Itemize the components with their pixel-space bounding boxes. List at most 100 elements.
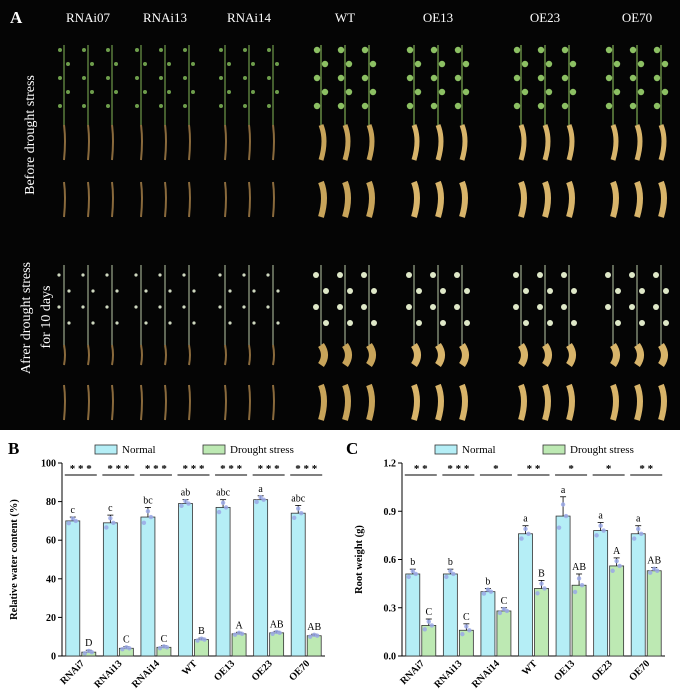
plant-leaf bbox=[414, 88, 422, 96]
plant-root-drought-closeup bbox=[658, 383, 667, 421]
data-point bbox=[601, 528, 606, 533]
plant-root-drought-closeup bbox=[518, 383, 527, 421]
genotype-label: RNAi14 bbox=[226, 10, 272, 25]
plant-root-closeup bbox=[566, 180, 575, 218]
plant-leaf-drought bbox=[537, 272, 543, 278]
plant-leaf-drought bbox=[337, 272, 343, 278]
plant-leaf bbox=[345, 60, 353, 68]
data-point bbox=[148, 514, 154, 520]
plant-leaf bbox=[430, 74, 438, 82]
data-point bbox=[299, 510, 304, 516]
data-point bbox=[82, 651, 87, 656]
plant-root-closeup bbox=[140, 181, 143, 218]
plant-root-drought bbox=[63, 344, 66, 366]
legend-swatch bbox=[94, 444, 118, 455]
plant-leaf bbox=[159, 76, 163, 80]
bar bbox=[496, 610, 512, 657]
plant-leaf-drought bbox=[615, 320, 621, 326]
plant-leaf-drought bbox=[323, 288, 329, 294]
plant-leaf bbox=[361, 46, 369, 54]
plant-leaf bbox=[82, 48, 86, 52]
plant-leaf bbox=[275, 62, 279, 66]
plant-root-drought bbox=[111, 344, 114, 366]
data-point bbox=[261, 497, 266, 502]
plant-root-drought-closeup bbox=[318, 383, 327, 421]
significance-stars: * * * bbox=[447, 463, 470, 475]
plant-leaf bbox=[430, 46, 438, 54]
plant-root-drought-closeup bbox=[164, 384, 167, 421]
plant-leaf bbox=[605, 46, 613, 54]
plant-leaf-drought bbox=[228, 321, 232, 325]
plant-leaf bbox=[345, 88, 353, 96]
plant-leaf bbox=[438, 88, 446, 96]
plant-leaf bbox=[406, 74, 414, 82]
plant-leaf-drought bbox=[57, 305, 61, 309]
plant-leaf-drought bbox=[464, 320, 470, 326]
plant-leaf bbox=[167, 90, 171, 94]
plant-root-drought bbox=[224, 344, 227, 366]
data-point bbox=[523, 526, 528, 532]
plant-leaf-drought bbox=[276, 289, 280, 293]
plant-root-closeup bbox=[272, 181, 275, 218]
plant-leaf bbox=[267, 76, 271, 80]
plant-root-drought bbox=[411, 342, 421, 368]
plant-leaf-drought bbox=[547, 288, 553, 294]
plant-root-drought bbox=[435, 342, 445, 368]
plant-leaf bbox=[227, 90, 231, 94]
plant-leaf bbox=[629, 46, 637, 54]
genotype-label: WT bbox=[334, 10, 356, 25]
plant-leaf-drought bbox=[313, 304, 319, 310]
significance-stars: * bbox=[568, 463, 574, 475]
group-letter: b bbox=[485, 576, 490, 587]
plant-leaf-drought bbox=[182, 305, 186, 309]
data-point bbox=[413, 571, 418, 577]
plant-leaf bbox=[454, 46, 462, 54]
bar bbox=[269, 632, 285, 657]
plant-leaf-drought bbox=[192, 321, 196, 325]
plant-root-closeup bbox=[248, 181, 251, 218]
data-point bbox=[145, 509, 151, 514]
plant-root bbox=[248, 124, 251, 161]
data-point bbox=[274, 629, 279, 635]
bar bbox=[405, 573, 421, 657]
x-tick-label: OE13 bbox=[552, 658, 577, 683]
plant-leaf-drought bbox=[323, 320, 329, 326]
plant-leaf-drought bbox=[371, 320, 377, 326]
plant-leaf bbox=[521, 60, 529, 68]
plant-leaf-drought bbox=[547, 320, 553, 326]
plant-leaf bbox=[58, 48, 62, 52]
plant-leaf bbox=[438, 60, 446, 68]
data-point bbox=[223, 505, 229, 510]
data-point bbox=[535, 591, 540, 596]
data-point bbox=[199, 636, 204, 641]
panel-letter: B bbox=[8, 439, 19, 458]
plant-leaf bbox=[462, 60, 470, 68]
plant-root bbox=[342, 124, 351, 161]
plant-leaf bbox=[114, 90, 118, 94]
x-tick-label: OE70 bbox=[627, 658, 652, 683]
data-point bbox=[183, 499, 188, 504]
plant-root-drought-closeup bbox=[63, 384, 66, 421]
x-tick-label: RNAi14 bbox=[130, 658, 162, 690]
plant-leaf bbox=[313, 102, 321, 110]
plant-root-drought-closeup bbox=[411, 383, 420, 421]
plant-leaf-drought bbox=[242, 273, 246, 277]
y-tick-label: 0.0 bbox=[384, 652, 397, 663]
bar bbox=[102, 522, 118, 657]
plant-root-drought bbox=[342, 342, 352, 368]
plant-root bbox=[366, 124, 375, 161]
plant-leaf-drought bbox=[115, 321, 119, 325]
plant-leaf bbox=[613, 60, 621, 68]
plant-leaf-drought bbox=[464, 288, 470, 294]
plant-leaf bbox=[219, 76, 223, 80]
plant-root-drought-closeup bbox=[140, 384, 143, 421]
plant-leaf-drought bbox=[67, 321, 71, 325]
plant-root-drought bbox=[658, 342, 668, 368]
plant-leaf bbox=[569, 60, 577, 68]
plant-root-drought bbox=[272, 344, 275, 366]
group-letter: c bbox=[108, 503, 113, 514]
plant-leaf-drought bbox=[158, 273, 162, 277]
plant-leaf-drought bbox=[168, 321, 172, 325]
plant-leaf bbox=[605, 74, 613, 82]
plant-root bbox=[610, 124, 619, 161]
